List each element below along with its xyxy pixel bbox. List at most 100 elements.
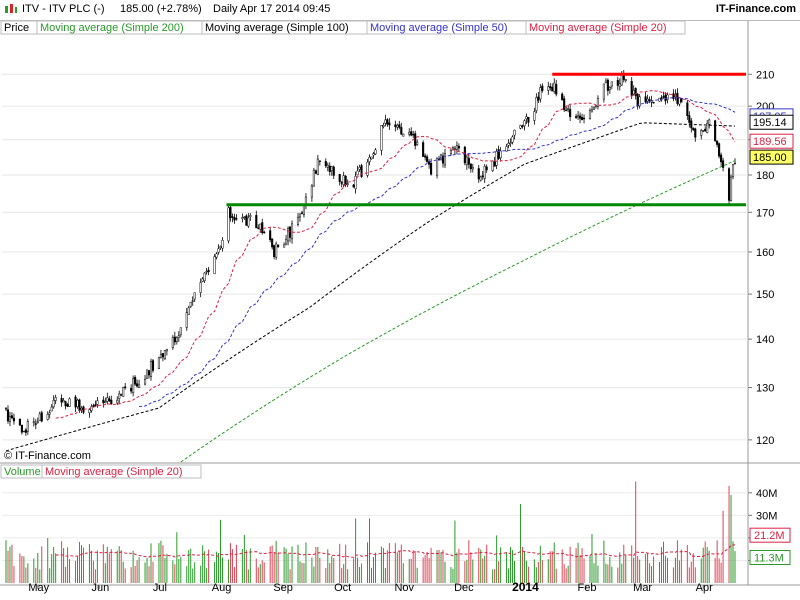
price-candle (312, 167, 315, 187)
last-value-marker: 195.14 (749, 114, 794, 130)
candle-body (159, 354, 162, 358)
candle-body (179, 327, 182, 335)
candle-body (227, 207, 230, 242)
candle-body (551, 87, 554, 92)
price-candle (441, 152, 445, 168)
price-candle (533, 107, 536, 125)
price-candle (676, 88, 679, 106)
candle-body (203, 272, 206, 282)
price-tick-label: 150 (756, 289, 774, 301)
price-candle (610, 81, 613, 90)
candle-body (414, 133, 417, 146)
candle-body (714, 120, 717, 141)
price-candle (199, 278, 202, 298)
price-candle (686, 100, 689, 120)
price-legend-item: Moving average (Simple 200) (36, 20, 203, 35)
price-candle (145, 369, 149, 379)
candle-body (374, 149, 377, 155)
month-tick-label: Aug (212, 582, 232, 594)
price-candle (479, 175, 482, 182)
price-candle (729, 174, 733, 202)
price-candle (213, 254, 216, 275)
price-candle (380, 125, 383, 156)
candle-body (624, 79, 627, 81)
candle-body (700, 130, 703, 136)
price-legend-label: Moving average (Simple 50) (370, 22, 508, 34)
candle-body (716, 140, 719, 145)
candle-body (185, 312, 188, 328)
candle-body (426, 156, 429, 162)
candle-body (326, 164, 329, 168)
candle-body (588, 109, 592, 120)
candle-body (596, 98, 599, 107)
price-candle (296, 213, 300, 227)
price-candle (94, 400, 97, 407)
candle-body (193, 292, 196, 300)
candle-body (686, 102, 689, 117)
price-candle (525, 113, 528, 124)
candle-body (509, 142, 512, 144)
price-candle (261, 218, 264, 235)
price-candle (435, 157, 439, 179)
price-candle (672, 89, 675, 102)
candle-body (199, 282, 202, 293)
price-candle (287, 226, 290, 246)
price-candle (374, 148, 377, 156)
price-candle (159, 349, 162, 359)
candle-body (231, 216, 234, 218)
price-candle (34, 419, 37, 430)
candle-body (302, 205, 306, 216)
price-candle (106, 392, 109, 405)
candle-body (110, 399, 113, 405)
price-candle (541, 83, 544, 93)
candle-body (12, 417, 15, 422)
candle-body (672, 93, 675, 99)
volume-last-label: 11.3M (754, 553, 784, 565)
price-candle (388, 118, 391, 130)
price-candle (62, 398, 65, 403)
ma100-line (5, 122, 736, 452)
candle-body (344, 175, 347, 186)
candle-body (263, 231, 266, 234)
volume-legend-item: Moving average (Simple 20) (41, 464, 202, 479)
price-candle (422, 140, 425, 157)
candle-body (271, 238, 274, 248)
candle-body (676, 92, 679, 104)
price-candle (257, 224, 260, 230)
price-legend-label: Price (4, 22, 29, 34)
price-candle (52, 395, 55, 409)
price-candle (527, 116, 530, 127)
price-candle (277, 244, 280, 248)
price-candle (38, 411, 41, 422)
candle-body (519, 125, 522, 129)
price-tick-label: 120 (756, 435, 774, 447)
price-candle (580, 113, 584, 121)
candle-body (60, 397, 63, 403)
candle-body (727, 168, 731, 201)
price-candle (551, 83, 554, 92)
price-candle (20, 424, 23, 435)
candle-body (6, 409, 10, 422)
price-candle (173, 331, 176, 346)
candle-body (26, 421, 29, 432)
price-candle (227, 205, 230, 244)
candle-body (521, 125, 524, 127)
price-candle (330, 165, 333, 176)
candle-body (346, 183, 349, 185)
candle-body (217, 248, 220, 253)
price-candle (402, 133, 405, 137)
candle-body (580, 117, 584, 121)
ma50-line (139, 97, 736, 408)
price-candle (191, 296, 194, 306)
price-candle (157, 356, 161, 369)
candle-body (40, 412, 43, 422)
price-candle (54, 394, 57, 405)
price-candle (68, 397, 71, 407)
last-price-change: 185.00 (+2.78%) (120, 3, 202, 15)
month-tick-label: Dec (454, 582, 474, 594)
last-value-box (749, 149, 794, 165)
candle-body (354, 175, 357, 190)
candle-body (74, 396, 77, 408)
candle-body (219, 246, 222, 248)
